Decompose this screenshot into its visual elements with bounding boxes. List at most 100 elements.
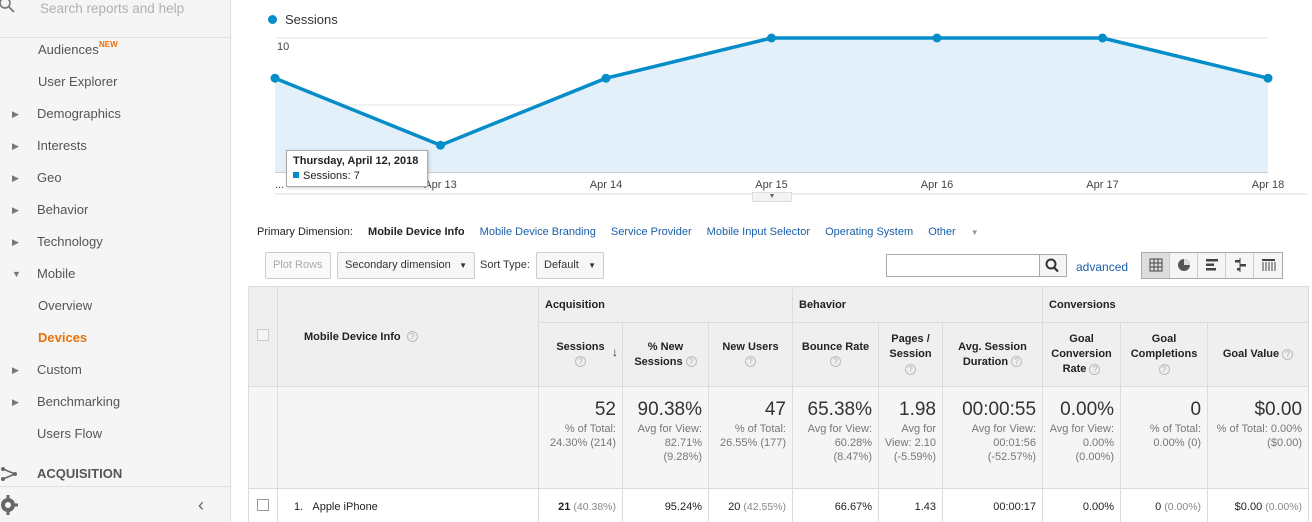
- column-header-bounce-rate[interactable]: Bounce Rate?: [792, 322, 879, 387]
- sidebar-item-label: Interests: [37, 138, 87, 153]
- help-icon[interactable]: ?: [1282, 348, 1294, 360]
- search-row[interactable]: Search reports and help: [0, 0, 230, 38]
- comparison-view-icon[interactable]: [1226, 253, 1254, 278]
- sidebar-item-mobile[interactable]: ▼ Mobile: [0, 258, 230, 290]
- expand-arrow-icon: ▶: [12, 173, 19, 183]
- table-search-input[interactable]: [886, 254, 1040, 277]
- dimension-operating-system[interactable]: Operating System: [825, 226, 914, 238]
- table-view-icon[interactable]: [1142, 253, 1170, 278]
- sidebar-item-geo[interactable]: ▶ Geo: [0, 162, 230, 194]
- secondary-dimension-select[interactable]: Secondary dimension ▼: [337, 252, 475, 279]
- pivot-view-icon[interactable]: [1254, 253, 1282, 278]
- help-icon[interactable]: ?: [1158, 363, 1170, 375]
- column-header-label: Goal Conversion Rate: [1051, 333, 1112, 375]
- x-tick-label: Apr 18: [1252, 179, 1284, 191]
- dimension-service-provider[interactable]: Service Provider: [610, 226, 692, 238]
- expand-arrow-icon: ▶: [12, 237, 19, 247]
- chart-legend: Sessions: [268, 12, 338, 27]
- dimension-mobile-device-branding[interactable]: Mobile Device Branding: [479, 226, 596, 238]
- group-header-acquisition: Acquisition: [538, 286, 793, 323]
- data-point: [1098, 33, 1107, 43]
- help-icon[interactable]: ?: [575, 356, 586, 368]
- sidebar-item-overview[interactable]: Overview: [0, 290, 230, 322]
- table-search-button[interactable]: [1039, 254, 1067, 277]
- sort-type-label: Sort Type:: [480, 259, 530, 271]
- pie-view-icon[interactable]: [1170, 253, 1198, 278]
- column-header-avg-session-duration[interactable]: Avg. Session Duration ?: [941, 322, 1044, 387]
- sidebar-item-user-explorer[interactable]: User Explorer: [0, 66, 230, 98]
- data-point: [601, 73, 611, 83]
- sidebar-item-benchmarking[interactable]: ▶ Benchmarking: [0, 386, 230, 418]
- help-icon[interactable]: ?: [1011, 356, 1023, 368]
- column-header-sessions[interactable]: Sessions? ↓: [538, 322, 623, 387]
- help-icon[interactable]: ?: [1089, 363, 1101, 375]
- column-header-label: Avg. Session Duration: [958, 340, 1027, 368]
- row-dimension-link[interactable]: Apple iPhone: [312, 500, 378, 513]
- row-pct: (40.38%): [573, 500, 616, 513]
- sidebar-item-interests[interactable]: ▶ Interests: [0, 130, 230, 162]
- row-dimension-cell: 1. Apple iPhone: [277, 488, 539, 522]
- dimension-header[interactable]: Mobile Device Info ?: [277, 286, 539, 387]
- help-icon[interactable]: ?: [905, 363, 916, 375]
- column-header-new-sessions[interactable]: % New Sessions ?: [622, 322, 709, 387]
- sidebar-item-custom[interactable]: ▶ Custom: [0, 354, 230, 386]
- advanced-filter-link[interactable]: advanced: [1076, 260, 1129, 274]
- chart-resize-handle[interactable]: ▼: [752, 192, 792, 202]
- row-checkbox[interactable]: [257, 499, 269, 511]
- column-header-pages-session[interactable]: Pages / Session?: [878, 322, 943, 387]
- row-goal-completions: 0 (0.00%): [1120, 488, 1209, 522]
- total-bounce-rate: 65.38% Avg for View: 60.28% (8.47%): [792, 386, 879, 489]
- collapse-sidebar-icon[interactable]: ‹: [198, 495, 204, 515]
- help-icon[interactable]: ?: [406, 331, 418, 343]
- column-header-goal-conversion-rate[interactable]: Goal Conversion Rate ?: [1042, 322, 1122, 387]
- sidebar-item-users-flow[interactable]: Users Flow: [0, 418, 230, 450]
- column-header-label: Pages / Session: [889, 333, 932, 360]
- dimension-other[interactable]: Other ▼: [928, 226, 991, 238]
- chart-tooltip: Thursday, April 12, 2018 Sessions: 7: [286, 150, 428, 187]
- sidebar-item-acquisition[interactable]: ACQUISITION: [0, 458, 230, 490]
- row-pct: (42.55%): [743, 500, 786, 513]
- sidebar-item-devices[interactable]: Devices: [0, 322, 230, 354]
- total-value: 0.00%: [1060, 399, 1115, 420]
- totals-row: 52 % of Total: 24.30% (214) 90.38% Avg for…: [248, 386, 1310, 489]
- group-header-behavior: Behavior: [791, 286, 1044, 323]
- dimension-mobile-input-selector[interactable]: Mobile Input Selector: [706, 226, 811, 238]
- dimension-mobile-device-info[interactable]: Mobile Device Info: [368, 226, 465, 238]
- expand-arrow-icon: ▶: [12, 205, 19, 215]
- total-value: 52: [594, 399, 616, 420]
- dimension-other-label: Other: [928, 226, 956, 238]
- help-icon[interactable]: ?: [685, 356, 697, 368]
- total-sub: Avg for View: 2.10 (-5.59%): [884, 423, 936, 463]
- row-pages-session: 1.43: [878, 488, 943, 522]
- help-icon[interactable]: ?: [830, 356, 841, 368]
- select-all-checkbox[interactable]: [257, 329, 269, 341]
- search-input[interactable]: Search reports and help: [40, 1, 185, 16]
- table-row: 1. Apple iPhone 21 (40.38%) 95.24% 20 (4…: [248, 488, 1310, 522]
- total-sub: Avg for View: 00:01:56 (-52.57%): [971, 423, 1037, 463]
- column-header-label: Goal Completions: [1130, 333, 1198, 360]
- sidebar-item-label: Technology: [37, 234, 103, 249]
- column-header-new-users[interactable]: New Users?: [708, 322, 793, 387]
- sidebar-item-demographics[interactable]: ▶ Demographics: [0, 98, 230, 130]
- sidebar-item-label: Custom: [37, 362, 82, 377]
- sidebar-item-audiences[interactable]: Audiences NEW: [0, 34, 230, 66]
- legend-label: Sessions: [285, 12, 338, 27]
- sort-type-select[interactable]: Default ▼: [536, 252, 604, 279]
- help-icon[interactable]: ?: [745, 356, 756, 368]
- bar-view-icon[interactable]: [1198, 253, 1226, 278]
- row-checkbox-cell: [248, 488, 278, 522]
- total-sub: % of Total: 0.00% (0): [1149, 423, 1202, 449]
- gear-icon[interactable]: [0, 495, 20, 515]
- sidebar-item-technology[interactable]: ▶ Technology: [0, 226, 230, 258]
- column-header-goal-value[interactable]: Goal Value ?: [1207, 322, 1310, 387]
- sidebar-item-label: Audiences: [38, 42, 99, 57]
- plot-rows-button[interactable]: Plot Rows: [265, 252, 331, 279]
- data-point: [932, 33, 942, 43]
- sidebar-item-label: Mobile: [37, 266, 76, 281]
- totals-label-cell: [277, 386, 539, 489]
- x-tick-label: ...: [275, 179, 284, 191]
- column-header-goal-completions[interactable]: Goal Completions?: [1120, 322, 1209, 387]
- row-value: $0.00: [1234, 500, 1263, 513]
- sidebar-item-behavior[interactable]: ▶ Behavior: [0, 194, 230, 226]
